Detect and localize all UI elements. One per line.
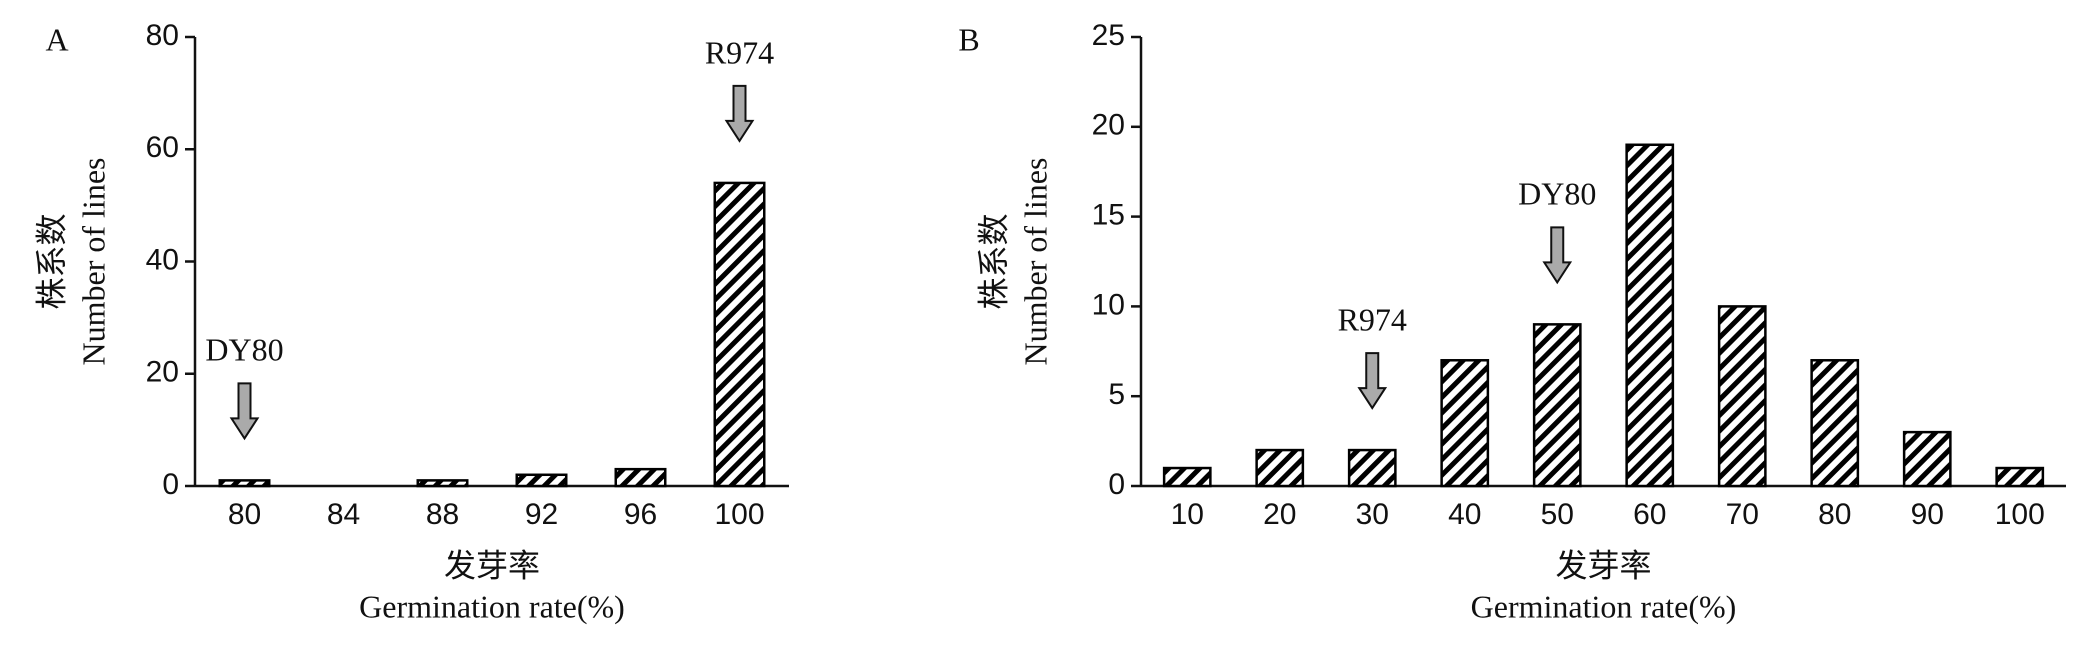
annotation-arrow: [1542, 226, 1573, 285]
x-axis-label-cn: 发芽率: [444, 547, 540, 583]
y-tick-label: 0: [1108, 468, 1125, 501]
x-tick-label: 90: [1911, 498, 1944, 531]
bar: [515, 473, 568, 488]
x-tick-label: 96: [624, 498, 657, 531]
bar: [1902, 430, 1952, 488]
bar: [1717, 305, 1767, 488]
x-tick-label: 40: [1448, 498, 1481, 531]
bar: [1532, 323, 1582, 488]
y-tick-label: 60: [146, 131, 179, 164]
annotation-arrow: [724, 84, 755, 143]
x-tick-label: 80: [228, 498, 261, 531]
bar: [1347, 448, 1397, 488]
bar: [416, 479, 469, 488]
bar: [218, 479, 271, 488]
y-tick-label: 0: [162, 468, 179, 501]
bar: [1810, 359, 1860, 488]
bar: [1995, 466, 2045, 488]
y-tick-label: 20: [1092, 109, 1125, 142]
x-tick-label: 30: [1356, 498, 1389, 531]
y-tick-label: 40: [146, 243, 179, 276]
y-axis-label: Number of lines: [1017, 158, 1053, 366]
annotation: R974: [1338, 301, 1407, 337]
annotation-arrow: [229, 382, 260, 441]
x-tick-label: 100: [714, 498, 764, 531]
y-tick-label: 25: [1092, 19, 1125, 52]
annotation: DY80: [1518, 176, 1596, 212]
x-tick-label: 70: [1726, 498, 1759, 531]
x-tick-label: 20: [1263, 498, 1296, 531]
x-tick-label: 100: [1995, 498, 2045, 531]
bar: [614, 467, 667, 488]
x-axis-label: Germination rate(%): [359, 588, 625, 624]
y-axis-label: Number of lines: [75, 158, 111, 366]
bar: [713, 181, 766, 488]
x-tick-label: 92: [525, 498, 558, 531]
y-tick-label: 20: [146, 356, 179, 389]
x-tick-label: 60: [1633, 498, 1666, 531]
y-tick-label: 15: [1092, 199, 1125, 232]
x-tick-label: 50: [1541, 498, 1574, 531]
y-axis-label-cn: 株系数: [975, 213, 1011, 309]
bar: [1625, 143, 1675, 488]
panel-label: A: [45, 21, 68, 57]
annotation: DY80: [205, 332, 283, 368]
y-tick-label: 80: [146, 19, 179, 52]
bar: [1440, 359, 1490, 488]
y-axis-label-cn: 株系数: [33, 213, 69, 309]
y-tick-label: 5: [1108, 378, 1125, 411]
panel-label: B: [958, 21, 979, 57]
x-axis-label: Germination rate(%): [1471, 588, 1737, 624]
y-tick-label: 10: [1092, 288, 1125, 321]
x-tick-label: 80: [1818, 498, 1851, 531]
x-tick-label: 10: [1171, 498, 1204, 531]
annotation: R974: [705, 34, 774, 70]
annotation-arrow: [1357, 352, 1388, 410]
bar: [1162, 466, 1212, 488]
bar: [1255, 448, 1305, 488]
x-axis-label-cn: 发芽率: [1555, 547, 1651, 583]
x-tick-label: 88: [426, 498, 459, 531]
x-tick-label: 84: [327, 498, 360, 531]
